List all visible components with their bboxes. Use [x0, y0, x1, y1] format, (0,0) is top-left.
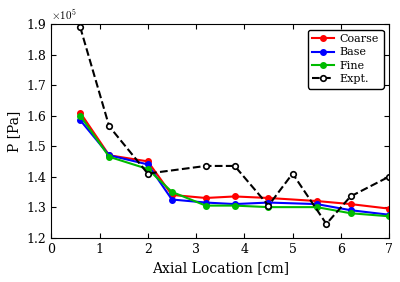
Fine [145, 167, 150, 171]
Fine [387, 215, 392, 218]
Coarse [203, 196, 208, 200]
Base [348, 208, 353, 212]
Coarse [78, 111, 82, 114]
Line: Base: Base [78, 117, 392, 217]
Expt. [266, 204, 271, 207]
Base [145, 163, 150, 166]
Expt. [324, 222, 329, 226]
Line: Fine: Fine [78, 113, 392, 219]
Fine [170, 190, 174, 193]
Base [314, 202, 319, 206]
Coarse [387, 207, 392, 210]
Base [78, 118, 82, 122]
Expt. [348, 195, 353, 198]
Coarse [314, 199, 319, 203]
Line: Coarse: Coarse [78, 110, 392, 212]
Coarse [348, 202, 353, 206]
Fine [78, 114, 82, 117]
Coarse [107, 154, 112, 157]
Expt. [107, 125, 112, 128]
Fine [203, 204, 208, 207]
Legend: Coarse, Base, Fine, Expt.: Coarse, Base, Fine, Expt. [308, 30, 384, 89]
Coarse [145, 160, 150, 163]
Expt. [203, 164, 208, 168]
Coarse [266, 196, 271, 200]
Fine [266, 206, 271, 209]
Base [232, 202, 237, 206]
Fine [232, 204, 237, 207]
Fine [107, 155, 112, 158]
Base [170, 198, 174, 201]
Fine [314, 206, 319, 209]
Fine [348, 212, 353, 215]
Expt. [78, 25, 82, 29]
Expt. [387, 175, 392, 178]
Base [107, 154, 112, 157]
X-axis label: Axial Location [cm]: Axial Location [cm] [152, 261, 289, 275]
Base [266, 201, 271, 204]
Base [387, 213, 392, 217]
Expt. [145, 172, 150, 175]
Coarse [170, 193, 174, 197]
Coarse [232, 195, 237, 198]
Base [203, 201, 208, 204]
Expt. [290, 172, 295, 175]
Expt. [232, 164, 237, 168]
Text: $\times10^5$: $\times10^5$ [51, 7, 77, 22]
Line: Expt.: Expt. [78, 24, 392, 227]
Y-axis label: P [Pa]: P [Pa] [7, 110, 21, 151]
